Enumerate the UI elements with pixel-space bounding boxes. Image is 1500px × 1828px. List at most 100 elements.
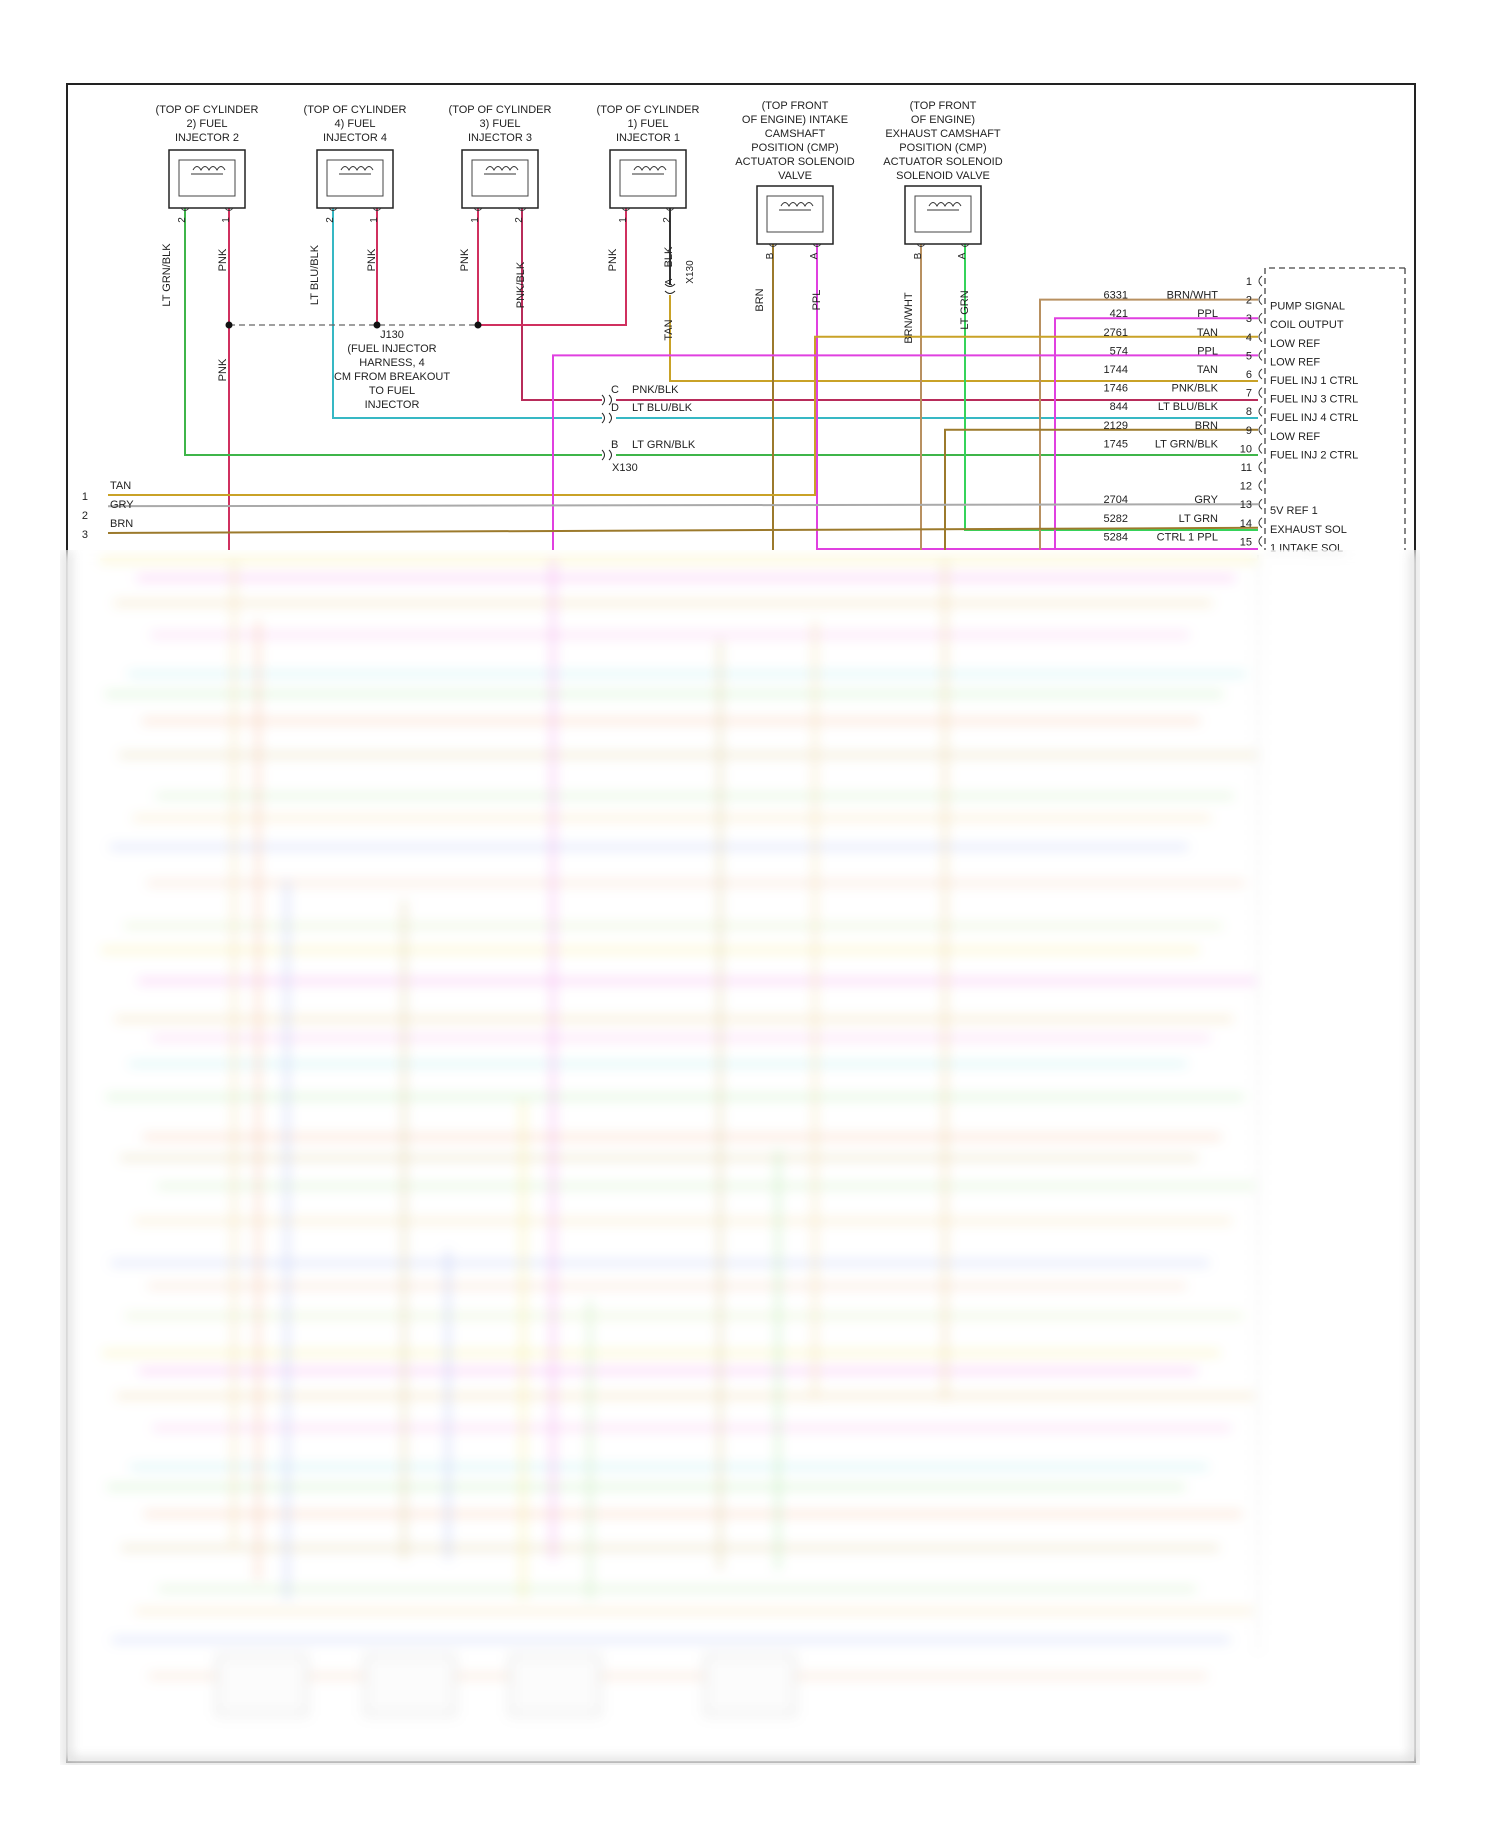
terminal-icon bbox=[665, 207, 675, 211]
pin-label: 1 bbox=[470, 217, 481, 223]
component-title-inj4: 4) FUEL bbox=[335, 118, 376, 130]
component-box-inj4 bbox=[316, 149, 394, 209]
ecm-pin-function: LOW REF bbox=[1270, 356, 1320, 368]
splice-desc-line: CM FROM BREAKOUT bbox=[334, 371, 450, 383]
splice-desc-line: TO FUEL bbox=[369, 385, 415, 397]
wire-color-label: PNK bbox=[366, 248, 378, 271]
component-title-intake_cmp: OF ENGINE) INTAKE bbox=[742, 114, 848, 126]
ecm-circuit-number: 1746 bbox=[1104, 383, 1128, 395]
labels-layer: (TOP OF CYLINDER 2) FUEL INJECTOR 2 2 1 (TOP … bbox=[82, 100, 1358, 554]
inline-pin-letter: D bbox=[611, 402, 619, 414]
inline-pin-letter: B bbox=[611, 439, 618, 451]
wire-color-label: BLK bbox=[663, 246, 675, 267]
component-box-inj1 bbox=[609, 149, 687, 209]
ecm-pin-number: 3 bbox=[1246, 313, 1252, 325]
pin-label: 2 bbox=[514, 217, 525, 223]
inline-pin-color: LT BLU/BLK bbox=[632, 402, 693, 414]
wire-color-label: PNK bbox=[217, 358, 229, 381]
connector-name-label: X130 bbox=[685, 260, 696, 284]
terminal-icon bbox=[812, 243, 822, 247]
component-title-intake_cmp: (TOP FRONT bbox=[762, 100, 829, 112]
component-title-exhaust_cmp: EXHAUST CAMSHAFT bbox=[885, 128, 1001, 140]
component-title-inj1: 1) FUEL bbox=[628, 118, 669, 130]
ecm-terminal-icon bbox=[1258, 443, 1263, 454]
wire-color-label: PNK/BLK bbox=[515, 261, 527, 308]
ecm-pin-function: FUEL INJ 4 CTRL bbox=[1270, 412, 1358, 424]
component-title-inj4: (TOP OF CYLINDER bbox=[304, 104, 407, 116]
splice-desc-line: HARNESS, 4 bbox=[359, 357, 424, 369]
ecm-circuit-number: 1745 bbox=[1104, 438, 1128, 450]
pin-label: 2 bbox=[325, 217, 336, 223]
ecm-wire-color: LT GRN/BLK bbox=[1155, 438, 1219, 450]
ecm-terminal-icon bbox=[1258, 368, 1263, 380]
inline-pin-color: PNK/BLK bbox=[632, 384, 679, 396]
ecm-circuit-number: 844 bbox=[1110, 401, 1128, 413]
terminal-icon bbox=[621, 207, 631, 211]
ecm-circuit-number: 2704 bbox=[1104, 494, 1128, 506]
ecm-wire-color: PNK/BLK bbox=[1172, 383, 1219, 395]
ecm-wire-color: BRN bbox=[1195, 420, 1218, 432]
component-title-intake_cmp: VALVE bbox=[778, 170, 812, 182]
component-title-intake_cmp: POSITION (CMP) bbox=[751, 142, 838, 154]
terminal-icon bbox=[960, 243, 970, 247]
coil-icon bbox=[192, 166, 226, 172]
ecm-terminal-icon bbox=[1258, 480, 1263, 491]
coil-icon bbox=[633, 166, 667, 172]
wire-ecm-13-gry bbox=[107, 503, 1259, 508]
ecm-pin-function: FUEL INJ 3 CTRL bbox=[1270, 394, 1358, 406]
ecm-circuit-number: 2761 bbox=[1104, 327, 1128, 339]
blurred-overlay bbox=[60, 550, 1420, 1765]
ecm-wire-color: GRY bbox=[1194, 494, 1218, 506]
wire-ppl-intake bbox=[816, 244, 1258, 550]
inline-terminal-icon bbox=[608, 394, 612, 406]
inline-connector-name: X130 bbox=[612, 462, 638, 474]
ecm-terminal-icon bbox=[1258, 517, 1263, 529]
inline-terminal-icon bbox=[608, 412, 612, 424]
ecm-terminal-icon bbox=[1258, 498, 1263, 510]
component-title-exhaust_cmp: POSITION (CMP) bbox=[899, 142, 986, 154]
ecm-pin-function: LOW REF bbox=[1270, 431, 1320, 443]
component-title-inj4: INJECTOR 4 bbox=[323, 132, 387, 144]
ecm-wire-color: CTRL 1 PPL bbox=[1157, 531, 1218, 543]
component-title-inj3: INJECTOR 3 bbox=[468, 132, 532, 144]
wire-pnkblk-inj3 bbox=[521, 208, 602, 401]
component-title-inj3: 3) FUEL bbox=[480, 118, 521, 130]
ecm-terminal-icon bbox=[1258, 294, 1263, 305]
terminal-icon bbox=[517, 207, 527, 211]
ecm-pin-number: 12 bbox=[1240, 481, 1252, 493]
wire-ecm-5 bbox=[552, 354, 1258, 550]
splice-dot bbox=[225, 321, 233, 329]
component-box-inj2 bbox=[168, 149, 246, 209]
inline-terminal-icon bbox=[664, 283, 676, 287]
terminal-icon bbox=[180, 207, 190, 211]
component-box-inj3 bbox=[461, 149, 539, 209]
coil-icon bbox=[485, 166, 519, 172]
terminal-icon bbox=[372, 207, 382, 211]
inline-pin-letter: C bbox=[611, 384, 619, 396]
ecm-wire-color: LT GRN bbox=[1179, 513, 1218, 525]
ecm-wire-color: LT BLU/BLK bbox=[1158, 401, 1219, 413]
ecm-pin-number: 8 bbox=[1246, 406, 1252, 418]
ecm-terminal-icon bbox=[1258, 331, 1263, 343]
wire-color-label: BRN bbox=[754, 288, 766, 311]
ecm-wire-color: PPL bbox=[1197, 345, 1218, 357]
ecm-pin-number: 7 bbox=[1246, 388, 1252, 400]
pin-label: 1 bbox=[369, 217, 380, 223]
wire-tan-inj1 bbox=[669, 295, 1258, 382]
left-pin-number: 3 bbox=[82, 529, 88, 541]
ecm-terminal-icon bbox=[1258, 350, 1263, 361]
wire-ecm-14-brn bbox=[107, 526, 1259, 534]
pin-label: 1 bbox=[221, 217, 232, 223]
component-title-exhaust_cmp: (TOP FRONT bbox=[910, 100, 977, 112]
pin-label: 1 bbox=[618, 217, 629, 223]
component-box-intake_cmp bbox=[756, 185, 834, 245]
coil-icon bbox=[780, 202, 814, 208]
terminal-icon bbox=[328, 207, 338, 211]
pin-label: B bbox=[765, 252, 776, 259]
ecm-wire-color: TAN bbox=[1197, 364, 1218, 376]
pin-label: 2 bbox=[177, 217, 188, 223]
ecm-pin-number: 2 bbox=[1246, 295, 1252, 307]
connector-pin-label: A bbox=[664, 278, 675, 285]
component-title-inj1: INJECTOR 1 bbox=[616, 132, 680, 144]
ecm-pin-number: 6 bbox=[1246, 369, 1252, 381]
